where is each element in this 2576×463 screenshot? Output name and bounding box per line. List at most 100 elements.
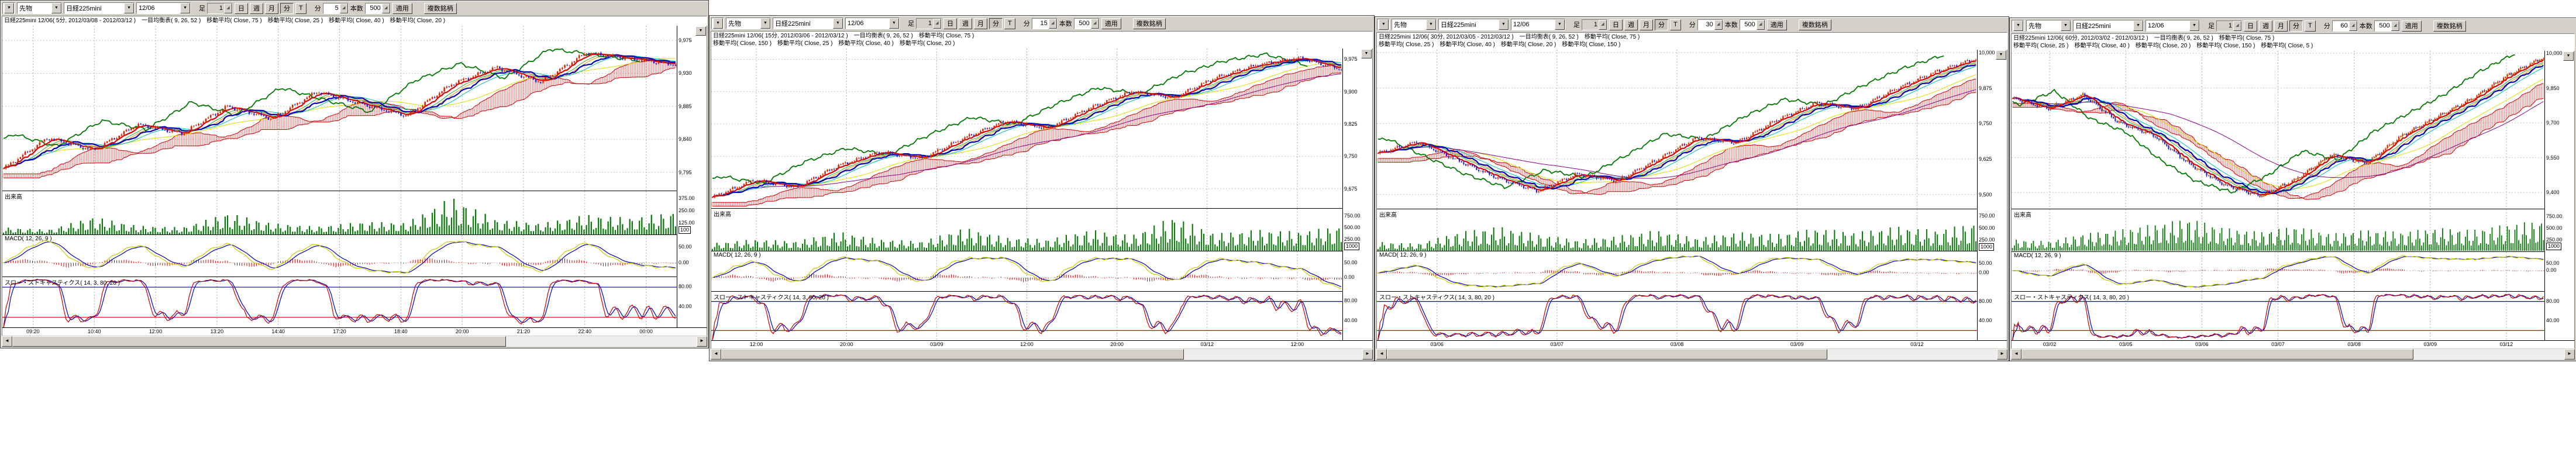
spinner-icon[interactable]: ◢ bbox=[1756, 19, 1765, 30]
scroll-left-button[interactable]: ◄ bbox=[2011, 349, 2021, 360]
bar-interval-spinner[interactable]: 1 ◢ bbox=[916, 18, 942, 29]
mini-combo[interactable]: ▼ bbox=[711, 18, 724, 29]
spinner-icon[interactable]: ◢ bbox=[1048, 18, 1057, 29]
multi-symbol-button[interactable]: 複数銘柄 bbox=[423, 2, 457, 14]
bar-interval-spinner[interactable]: 1 ◢ bbox=[1582, 19, 1607, 30]
period-minute-button[interactable]: 分 bbox=[280, 2, 294, 14]
contract-select[interactable]: 12/06 ▼ bbox=[845, 18, 900, 29]
stochastics-chart[interactable]: スロー・ストキャスティクス( 14, 3, 80, 20 ) bbox=[2012, 291, 2544, 340]
chevron-down-icon[interactable]: ▼ bbox=[2189, 20, 2199, 31]
bar-count-spinner[interactable]: 500 ◢ bbox=[2374, 20, 2400, 32]
chevron-down-icon[interactable]: ▼ bbox=[833, 18, 843, 29]
multi-symbol-button[interactable]: 複数銘柄 bbox=[1798, 19, 1831, 30]
period-month-button[interactable]: 月 bbox=[974, 18, 987, 29]
chevron-down-icon[interactable]: ▼ bbox=[2061, 20, 2071, 31]
period-tick-button[interactable]: T bbox=[2305, 20, 2316, 32]
spinner-icon[interactable]: ◢ bbox=[1714, 19, 1723, 30]
chevron-down-icon[interactable]: ▼ bbox=[1499, 19, 1509, 30]
scrollbar-thumb[interactable] bbox=[1387, 349, 1827, 360]
chevron-down-icon[interactable]: ▼ bbox=[180, 3, 190, 13]
mini-combo[interactable]: ▼ bbox=[2012, 20, 2024, 32]
stochastics-chart[interactable]: スロー・ストキャスティクス( 14, 3, 80, 20 ) bbox=[1377, 291, 1977, 341]
chevron-down-icon[interactable]: ▼ bbox=[2013, 20, 2023, 31]
chevron-down-icon[interactable]: ▼ bbox=[4, 3, 14, 13]
volume-chart[interactable]: 出来高 bbox=[2, 190, 677, 234]
bar-count-spinner[interactable]: 500 ◢ bbox=[1073, 18, 1100, 29]
chevron-down-icon[interactable]: ▼ bbox=[713, 18, 723, 29]
volume-chart[interactable]: 出来高 bbox=[2012, 209, 2544, 251]
price-chart[interactable] bbox=[2012, 51, 2544, 209]
market-select[interactable]: 先物 ▼ bbox=[17, 2, 62, 14]
scroll-left-button[interactable]: ◄ bbox=[711, 349, 721, 360]
period-week-button[interactable]: 週 bbox=[959, 18, 972, 29]
mini-combo[interactable]: ▼ bbox=[2, 2, 15, 14]
macd-chart[interactable]: MACD( 12, 26, 9 ) bbox=[711, 250, 1342, 291]
market-select[interactable]: 先物 ▼ bbox=[1392, 19, 1437, 30]
scrollbar-track[interactable] bbox=[1387, 349, 1997, 360]
price-chart[interactable] bbox=[2, 26, 677, 191]
chevron-down-icon[interactable]: ▼ bbox=[760, 18, 770, 29]
spinner-icon[interactable]: ◢ bbox=[1599, 19, 1607, 30]
volume-chart[interactable]: 出来高 bbox=[711, 208, 1342, 251]
scrollbar-thumb[interactable] bbox=[721, 349, 1184, 360]
contract-select[interactable]: 12/06 ▼ bbox=[1511, 19, 1565, 30]
period-month-button[interactable]: 月 bbox=[265, 2, 278, 14]
scroll-left-button[interactable]: ◄ bbox=[1376, 349, 1387, 360]
symbol-select[interactable]: 日経225mini ▼ bbox=[2073, 20, 2144, 32]
apply-button[interactable]: 適用 bbox=[1101, 18, 1121, 29]
spinner-icon[interactable]: ◢ bbox=[381, 3, 390, 13]
price-chart[interactable] bbox=[1377, 50, 1977, 209]
macd-chart[interactable]: MACD( 12, 26, 9 ) bbox=[2, 234, 677, 277]
period-week-button[interactable]: 週 bbox=[1624, 19, 1638, 30]
chevron-down-icon[interactable]: ▼ bbox=[889, 18, 899, 29]
spinner-icon[interactable]: ◢ bbox=[2348, 20, 2357, 31]
axis-dropdown-button[interactable]: ▼ bbox=[1996, 50, 2006, 60]
scrollbar-thumb[interactable] bbox=[12, 336, 507, 347]
bar-interval-spinner[interactable]: 1 ◢ bbox=[2216, 20, 2242, 32]
period-day-button[interactable]: 日 bbox=[2244, 20, 2257, 32]
market-select[interactable]: 先物 ▼ bbox=[726, 18, 771, 29]
period-minute-button[interactable]: 分 bbox=[989, 18, 1003, 29]
period-minute-button[interactable]: 分 bbox=[2289, 20, 2303, 32]
symbol-select[interactable]: 日経225mini ▼ bbox=[1438, 19, 1509, 30]
scroll-right-button[interactable]: ► bbox=[1362, 349, 1373, 360]
period-tick-button[interactable]: T bbox=[295, 2, 306, 14]
minute-spinner[interactable]: 15 ◢ bbox=[1031, 18, 1058, 29]
period-minute-button[interactable]: 分 bbox=[1655, 19, 1668, 30]
bar-count-spinner[interactable]: 500 ◢ bbox=[364, 2, 391, 14]
macd-chart[interactable]: MACD( 12, 26, 9 ) bbox=[1377, 251, 1977, 292]
symbol-select[interactable]: 日経225mini ▼ bbox=[64, 2, 135, 14]
apply-button[interactable]: 適用 bbox=[392, 2, 412, 14]
chevron-down-icon[interactable]: ▼ bbox=[1426, 19, 1436, 30]
market-select[interactable]: 先物 ▼ bbox=[2026, 20, 2071, 32]
spinner-icon[interactable]: ◢ bbox=[339, 3, 348, 13]
multi-symbol-button[interactable]: 複数銘柄 bbox=[2433, 20, 2466, 32]
apply-button[interactable]: 適用 bbox=[1766, 19, 1787, 30]
macd-chart[interactable]: MACD( 12, 26, 9 ) bbox=[2012, 251, 2544, 292]
scrollbar-track[interactable] bbox=[721, 349, 1362, 360]
multi-symbol-button[interactable]: 複数銘柄 bbox=[1132, 18, 1166, 29]
spinner-icon[interactable]: ◢ bbox=[224, 3, 232, 13]
minute-spinner[interactable]: 60 ◢ bbox=[2332, 20, 2358, 32]
spinner-icon[interactable]: ◢ bbox=[2233, 20, 2241, 31]
bar-count-spinner[interactable]: 500 ◢ bbox=[1739, 19, 1765, 30]
axis-dropdown-button[interactable]: ▼ bbox=[1361, 49, 1372, 58]
period-day-button[interactable]: 日 bbox=[235, 2, 248, 14]
period-day-button[interactable]: 日 bbox=[1609, 19, 1623, 30]
scrollbar-thumb[interactable] bbox=[2021, 349, 2414, 360]
mini-combo[interactable]: ▼ bbox=[1377, 19, 1390, 30]
spinner-icon[interactable]: ◢ bbox=[933, 18, 941, 29]
minute-spinner[interactable]: 30 ◢ bbox=[1697, 19, 1723, 30]
period-day-button[interactable]: 日 bbox=[943, 18, 957, 29]
chevron-down-icon[interactable]: ▼ bbox=[51, 3, 61, 13]
chevron-down-icon[interactable]: ▼ bbox=[124, 3, 134, 13]
scroll-right-button[interactable]: ► bbox=[1997, 349, 2007, 360]
spinner-icon[interactable]: ◢ bbox=[2391, 20, 2399, 31]
scroll-left-button[interactable]: ◄ bbox=[2, 336, 12, 347]
axis-dropdown-button[interactable]: ▼ bbox=[2563, 51, 2574, 61]
stochastics-chart[interactable]: スロー・ストキャスティクス( 14, 3, 80, 20 ) bbox=[711, 291, 1342, 340]
spinner-icon[interactable]: ◢ bbox=[1090, 18, 1099, 29]
scroll-right-button[interactable]: ► bbox=[2564, 349, 2575, 360]
apply-button[interactable]: 適用 bbox=[2401, 20, 2422, 32]
symbol-select[interactable]: 日経225mini ▼ bbox=[773, 18, 843, 29]
